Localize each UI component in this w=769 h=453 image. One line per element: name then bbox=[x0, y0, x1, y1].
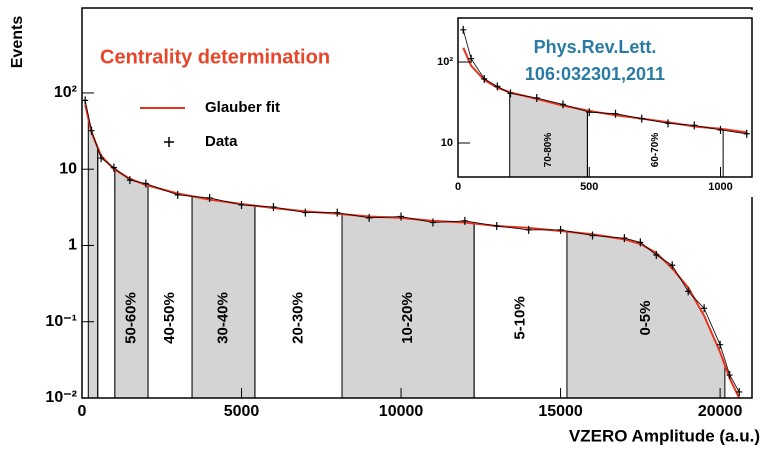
y-tick-label: 10² bbox=[437, 56, 453, 68]
centrality-band bbox=[566, 231, 725, 398]
x-tick-label: 0 bbox=[78, 403, 87, 420]
plot-inner: 70-80% 60-70% bbox=[460, 25, 750, 177]
data-histogram bbox=[462, 29, 747, 135]
chart-title: Centrality determination bbox=[100, 46, 330, 68]
data-point bbox=[398, 212, 405, 221]
data-point bbox=[429, 218, 436, 227]
plot-area: 70-80% 60-70% bbox=[460, 25, 750, 177]
y-axis-label: Events bbox=[9, 16, 26, 69]
data-point bbox=[653, 251, 660, 260]
data-point bbox=[270, 202, 277, 211]
plot-inner: 50-60% 40-50% 30-40% 20-30% 10-20% 5-10% 0-5% bbox=[82, 96, 743, 398]
class-label: 0-5% bbox=[637, 300, 654, 335]
data-point bbox=[586, 108, 593, 117]
class-label: 60-70% bbox=[650, 133, 661, 168]
data-point bbox=[206, 193, 213, 202]
data-point bbox=[717, 125, 724, 134]
data-point bbox=[493, 222, 500, 231]
class-label: 50-60% bbox=[122, 292, 139, 344]
data-point bbox=[691, 121, 698, 130]
frame bbox=[81, 7, 753, 399]
x-tick-label: 5000 bbox=[224, 403, 260, 420]
data-point bbox=[637, 238, 644, 247]
class-label: 10-20% bbox=[399, 292, 416, 344]
x-axis-label: VZERO Amplitude (a.u.) bbox=[569, 426, 760, 445]
legend-label: Data bbox=[205, 133, 238, 150]
data-point bbox=[468, 54, 475, 63]
data-point bbox=[557, 225, 564, 234]
inset-background bbox=[436, 10, 756, 197]
centrality-band bbox=[114, 169, 149, 398]
plot-area: 50-60% 40-50% 30-40% 20-30% 10-20% 5-10% 0-5% bbox=[82, 96, 743, 398]
data-point bbox=[238, 200, 245, 209]
x-tick-label: 0 bbox=[455, 181, 461, 193]
centrality-band bbox=[342, 214, 475, 398]
centrality-band bbox=[192, 196, 255, 398]
frame bbox=[457, 17, 753, 178]
legend-swatch bbox=[164, 137, 174, 147]
class-label: 5-10% bbox=[511, 296, 528, 339]
data-point bbox=[88, 126, 95, 135]
x-tick-label: 20000 bbox=[698, 403, 743, 420]
data-point bbox=[612, 109, 619, 118]
class-label: 70-80% bbox=[543, 133, 554, 168]
data-point bbox=[174, 190, 181, 199]
class-label: 40-50% bbox=[161, 292, 178, 344]
data-point bbox=[98, 154, 105, 163]
centrality-band bbox=[88, 118, 98, 398]
data-point bbox=[701, 304, 708, 313]
y-tick-label: 10 bbox=[59, 160, 77, 177]
x-tick-label: 10000 bbox=[379, 403, 424, 420]
y-tick-label: 10⁻² bbox=[45, 389, 77, 406]
data-point bbox=[533, 93, 540, 102]
data-point bbox=[460, 25, 467, 34]
annotation: Phys.Rev.Lett. bbox=[534, 37, 657, 57]
data-point bbox=[461, 216, 468, 225]
data-point bbox=[717, 340, 724, 349]
data-point bbox=[589, 231, 596, 240]
data-point bbox=[481, 74, 488, 83]
data-point bbox=[638, 114, 645, 123]
y-tick-label: 10⁻¹ bbox=[45, 313, 77, 330]
data-point bbox=[621, 234, 628, 243]
data-point bbox=[366, 213, 373, 222]
x-tick-label: 15000 bbox=[538, 403, 583, 420]
data-point bbox=[726, 371, 733, 380]
data-point bbox=[507, 89, 514, 98]
y-tick-label: 10² bbox=[54, 84, 77, 101]
annotation: 106:032301,2011 bbox=[525, 64, 665, 84]
centrality-band bbox=[509, 92, 588, 177]
data-point bbox=[743, 129, 750, 138]
data-point bbox=[525, 225, 532, 234]
class-label: 20-30% bbox=[289, 292, 306, 344]
data-point bbox=[126, 176, 133, 185]
data-point bbox=[669, 261, 676, 270]
data-point bbox=[685, 287, 692, 296]
data-point bbox=[82, 96, 89, 105]
legend-label: Glauber fit bbox=[205, 99, 280, 116]
class-label: 30-40% bbox=[214, 292, 231, 344]
y-tick-label: 1 bbox=[68, 237, 77, 254]
x-tick-label: 500 bbox=[580, 181, 598, 193]
data-point bbox=[110, 163, 117, 172]
y-tick-label: 10 bbox=[441, 137, 453, 149]
x-tick-label: 1000 bbox=[708, 181, 732, 193]
data-point bbox=[334, 208, 341, 217]
data-point bbox=[494, 82, 501, 91]
data-point bbox=[560, 100, 566, 109]
data-point bbox=[302, 208, 309, 217]
data-point bbox=[142, 179, 149, 188]
data-point bbox=[736, 387, 743, 396]
data-point bbox=[665, 119, 671, 128]
